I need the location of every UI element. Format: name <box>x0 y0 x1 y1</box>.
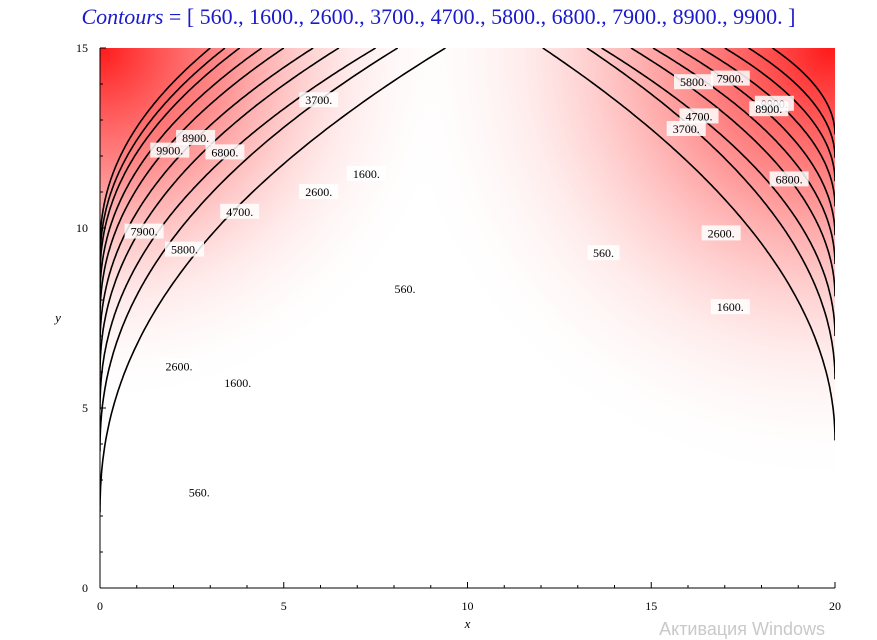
contour-label: 6800. <box>211 145 238 159</box>
contour-line-right-560 <box>542 48 835 441</box>
contour-label: 3700. <box>305 93 332 107</box>
x-tick-label: 5 <box>281 599 287 613</box>
contour-label-bg <box>389 281 421 297</box>
contour-line-right-2600 <box>601 48 835 336</box>
contour-line-left-3700 <box>100 48 340 376</box>
contour-label: 7900. <box>131 225 158 239</box>
contour-label-bg <box>183 484 216 500</box>
contour-line-left-4700 <box>100 48 314 347</box>
contour-label: 4700. <box>686 109 713 123</box>
contour-fill <box>100 48 835 588</box>
contour-label: 7900. <box>717 72 744 86</box>
contour-label-bg <box>299 92 339 108</box>
axes: 0 5 10 15 20 0 5 10 15 x y <box>53 41 841 630</box>
contour-line-right-7900 <box>724 48 835 182</box>
contour-label-bg <box>346 166 386 181</box>
contour-line-left-5800 <box>100 48 285 320</box>
x-axis-label: x <box>464 616 471 630</box>
contour-label: 560. <box>395 282 416 296</box>
x-tick-label: 20 <box>829 599 841 613</box>
contour-label: 1600. <box>224 376 251 390</box>
contour-label: 2600. <box>305 185 332 199</box>
contour-label: 5800. <box>171 243 198 257</box>
contour-label: 560. <box>593 246 614 260</box>
y-tick-label: 0 <box>82 581 88 595</box>
chart-title: Contours = [ 560., 1600., 2600., 3700., … <box>0 4 877 30</box>
contour-label-bg <box>749 101 789 117</box>
contour-label-bg <box>666 121 706 136</box>
contour-label-bg <box>205 144 245 160</box>
contour-label-bg <box>299 184 339 199</box>
contour-line-left-7900 <box>100 48 241 279</box>
y-tick-label: 15 <box>76 41 88 55</box>
contour-label-bg <box>587 245 620 261</box>
contour-line-left-560 <box>100 48 446 513</box>
contour-line-left-9900 <box>100 48 211 250</box>
contour-label: 1600. <box>353 167 380 181</box>
y-tick-label: 10 <box>76 221 88 235</box>
title-levels: 560., 1600., 2600., 3700., 4700., 5800.,… <box>199 4 783 29</box>
contour-label-bg <box>124 223 164 239</box>
x-tick-label: 0 <box>97 599 103 613</box>
y-tick-label: 5 <box>82 401 88 415</box>
contour-label-bg <box>150 142 190 158</box>
contour-label-bg <box>701 225 741 241</box>
y-axis-label: y <box>53 310 61 325</box>
contour-labels: 560.1600.2600.5800.7900.4700.9900.8900.6… <box>124 70 809 500</box>
title-equals: = [ <box>163 4 200 29</box>
contour-line-right-1600 <box>586 48 835 380</box>
contour-label: 1600. <box>717 300 744 314</box>
contour-label: 8900. <box>755 102 782 116</box>
contour-label-bg <box>679 108 719 124</box>
contour-label-bg <box>176 130 216 145</box>
contour-label-bg <box>769 171 809 187</box>
contour-label-bg <box>218 374 258 390</box>
contour-label: 5800. <box>680 75 707 89</box>
contour-label-bg <box>165 241 204 257</box>
contour-label: 4700. <box>226 205 253 219</box>
contour-label-bg <box>710 299 750 315</box>
contour-line-right-8900 <box>748 48 835 158</box>
contour-label: 9900. <box>156 144 183 158</box>
contour-label: 2600. <box>166 360 193 374</box>
contour-line-right-9900 <box>772 48 835 135</box>
x-tick-label: 15 <box>645 599 657 613</box>
contour-label: 560. <box>189 486 210 500</box>
contour-label: 2600. <box>708 226 735 240</box>
contour-line-left-1600 <box>100 48 399 452</box>
x-tick-label: 10 <box>462 599 474 613</box>
contour-label-bg <box>159 358 199 374</box>
contour-label-bg <box>220 203 260 219</box>
contour-label: 3700. <box>673 122 700 136</box>
contour-line-left-6800 <box>100 48 263 299</box>
contour-label: 8900. <box>182 131 209 145</box>
title-close: ] <box>782 4 796 29</box>
contour-label: 6800. <box>776 172 803 186</box>
contour-label-bg <box>710 70 750 86</box>
contour-label-bg <box>674 74 713 90</box>
title-keyword: Contours <box>81 4 164 29</box>
